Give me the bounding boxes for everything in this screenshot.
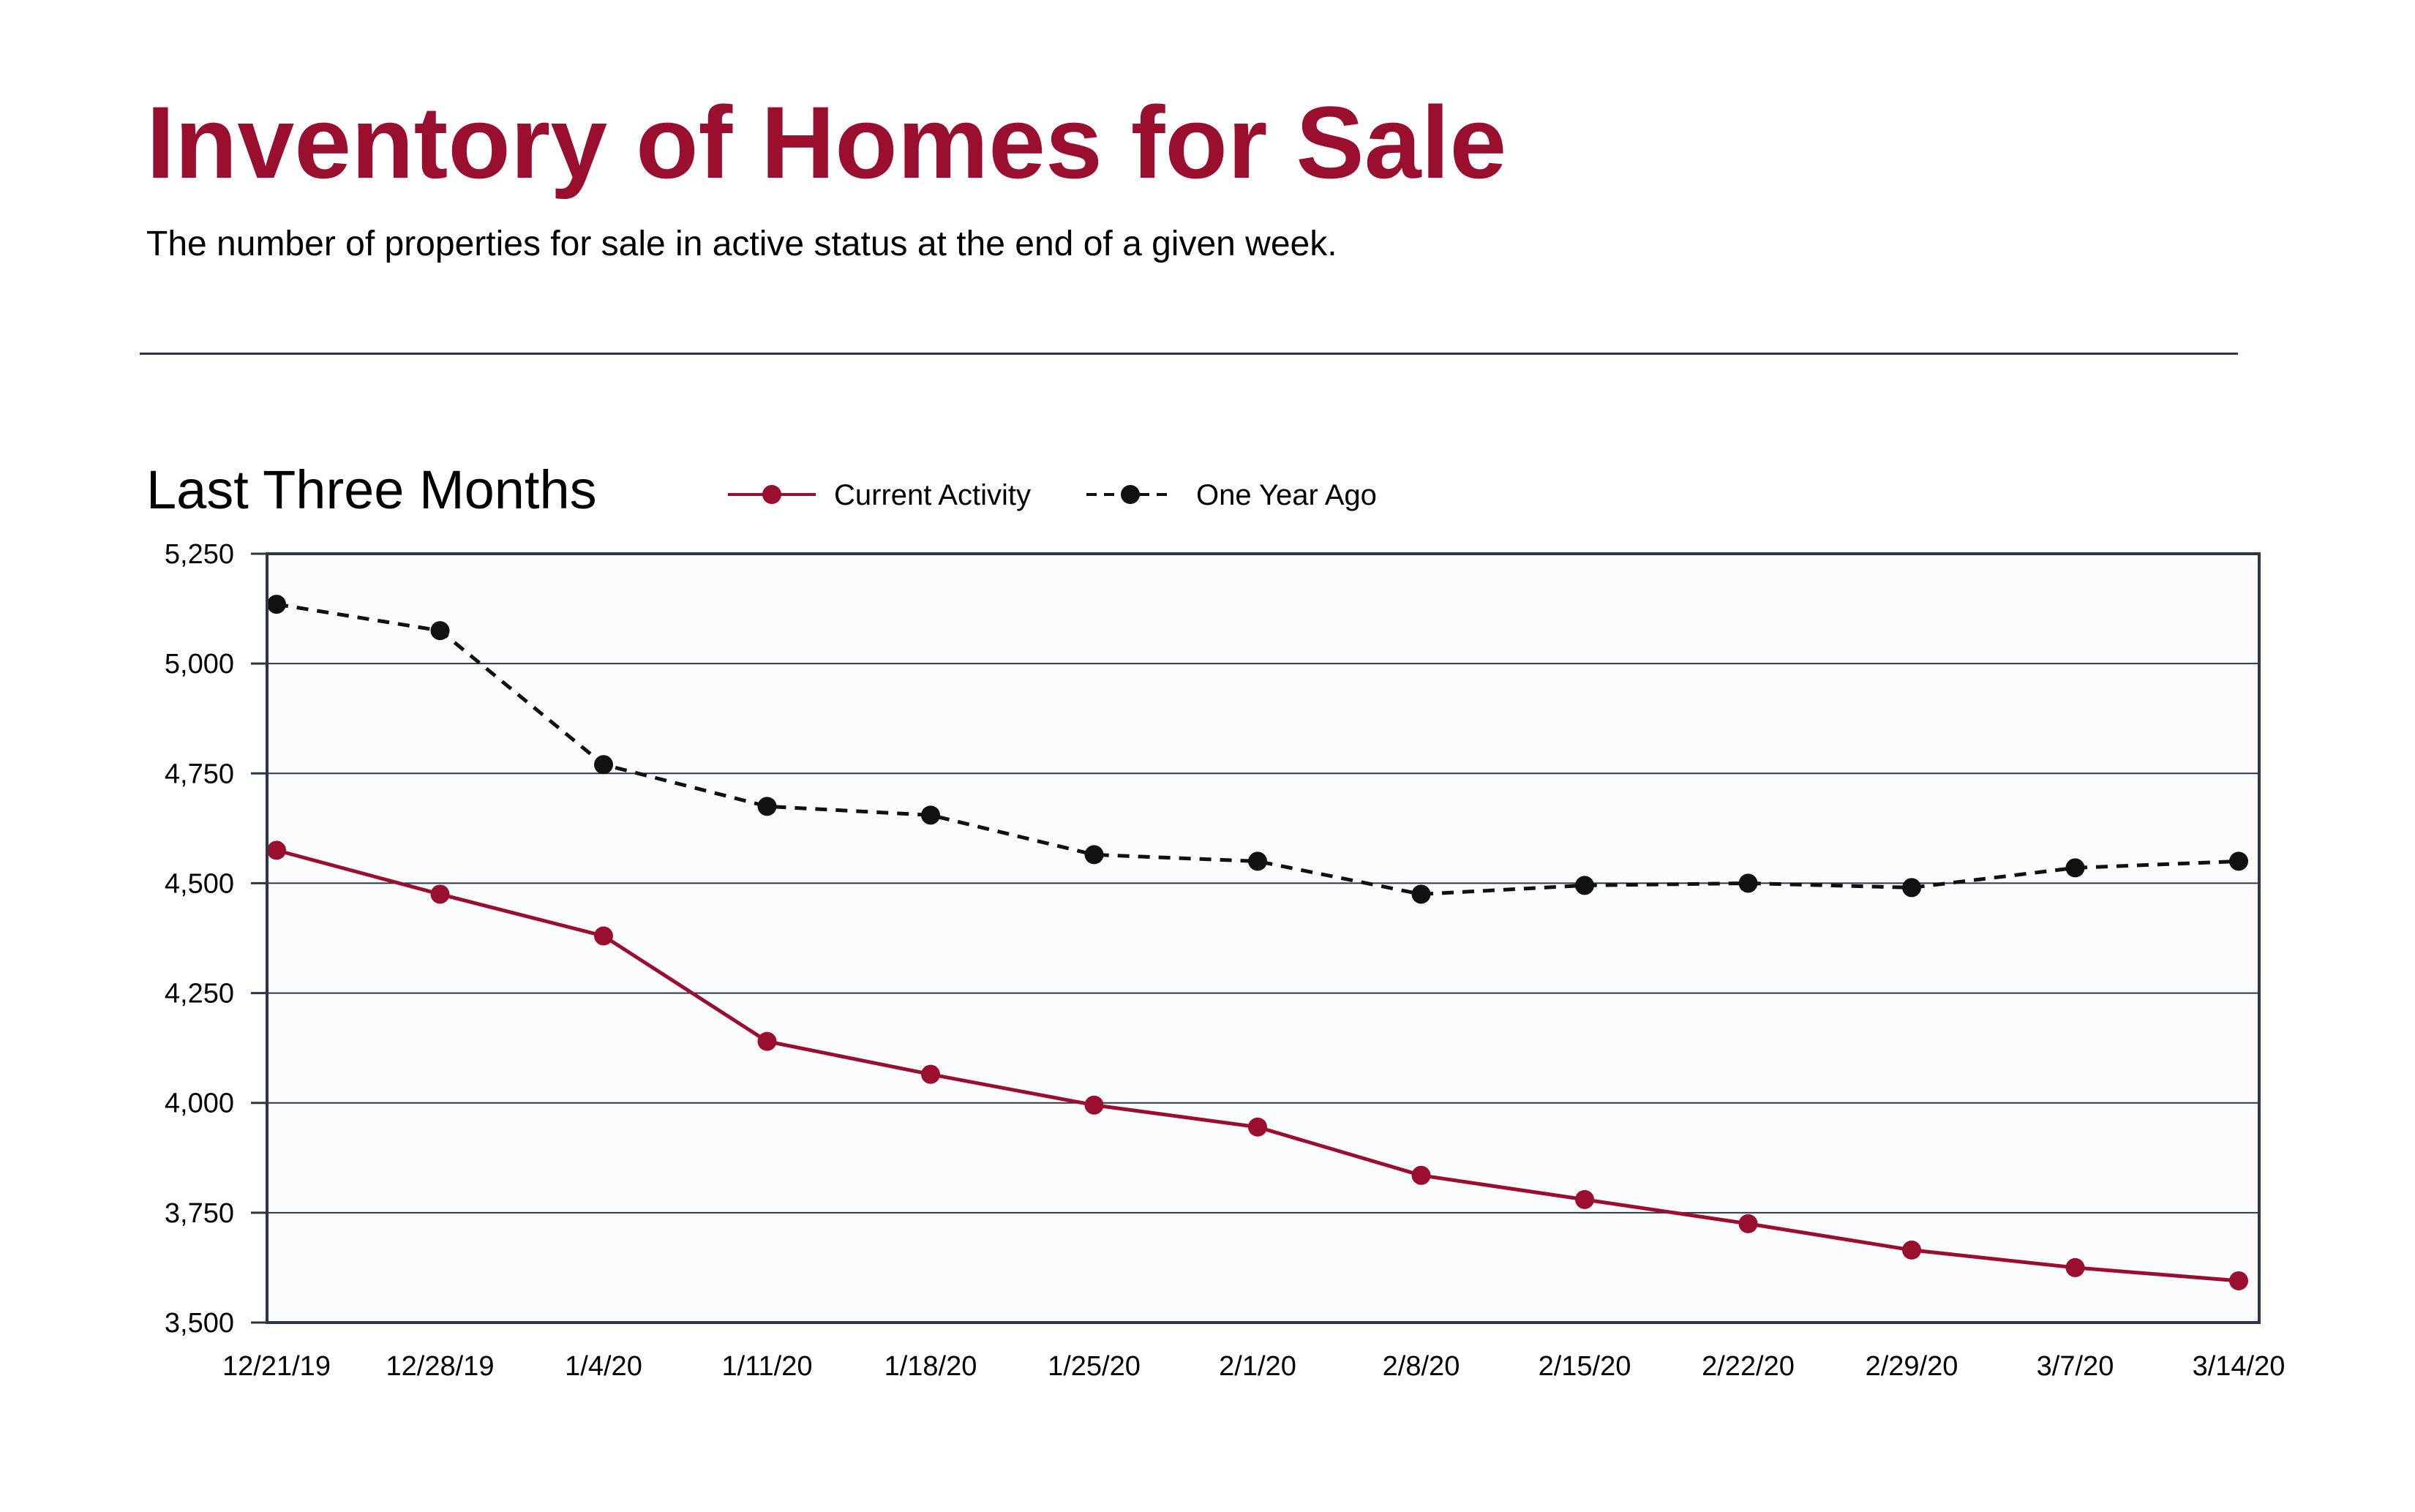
y-tick-label: 4,250 bbox=[165, 979, 234, 1009]
data-point bbox=[1248, 851, 1267, 871]
data-point bbox=[1902, 878, 1921, 898]
data-point bbox=[1411, 1165, 1431, 1185]
chart-title: Last Three Months bbox=[146, 459, 597, 520]
y-tick-label: 5,250 bbox=[165, 539, 234, 570]
x-tick-label: 12/28/19 bbox=[386, 1351, 495, 1382]
data-point bbox=[1575, 1189, 1594, 1209]
series-current-activity bbox=[267, 840, 2248, 1290]
x-tick-label: 1/11/20 bbox=[722, 1351, 813, 1382]
y-tick-label: 3,500 bbox=[165, 1308, 234, 1339]
data-point bbox=[757, 1031, 777, 1051]
x-tick-label: 1/18/20 bbox=[885, 1351, 977, 1382]
legend-item: Current Activity bbox=[728, 479, 1031, 511]
y-tick-label: 4,000 bbox=[165, 1088, 234, 1119]
legend-item: One Year Ago bbox=[1086, 479, 1377, 511]
y-tick-label: 4,500 bbox=[165, 868, 234, 899]
legend-label: Current Activity bbox=[834, 479, 1031, 511]
x-tick-label: 2/1/20 bbox=[1219, 1351, 1296, 1382]
data-point bbox=[267, 595, 286, 614]
plot-border bbox=[266, 552, 2261, 1324]
plot-area bbox=[267, 554, 2259, 1323]
data-point bbox=[2065, 1257, 2085, 1277]
x-tick-label: 2/22/20 bbox=[1702, 1351, 1795, 1382]
data-point bbox=[2229, 851, 2248, 871]
data-point bbox=[594, 926, 613, 946]
y-axis: 3,500 3,750 4,000 4,250 4,500 4,750 5,000 5,250 bbox=[165, 539, 267, 1339]
legend-swatch-marker bbox=[762, 485, 781, 504]
series-group bbox=[267, 595, 2248, 1290]
data-point bbox=[1084, 845, 1104, 865]
header-divider bbox=[140, 353, 2238, 355]
x-tick-label: 3/14/20 bbox=[2193, 1351, 2286, 1382]
data-point bbox=[921, 805, 940, 825]
x-tick-label: 1/4/20 bbox=[565, 1351, 642, 1382]
data-point bbox=[2229, 1271, 2248, 1290]
data-point bbox=[430, 884, 450, 904]
data-point bbox=[430, 621, 450, 641]
series-one-year-ago bbox=[267, 595, 2248, 904]
y-tick-label: 3,750 bbox=[165, 1198, 234, 1229]
data-point bbox=[1738, 1214, 1758, 1233]
chart-legend: Current Activity One Year Ago bbox=[728, 479, 1377, 511]
data-point bbox=[1738, 873, 1758, 893]
x-axis: 12/21/19 12/28/19 1/4/20 1/11/20 1/18/20 1/25… bbox=[222, 1351, 2285, 1382]
data-point bbox=[757, 797, 777, 816]
data-point bbox=[921, 1064, 940, 1084]
x-tick-label: 1/25/20 bbox=[1048, 1351, 1141, 1382]
data-point bbox=[1084, 1095, 1104, 1115]
legend-label: One Year Ago bbox=[1196, 479, 1377, 511]
x-tick-label: 2/29/20 bbox=[1866, 1351, 1958, 1382]
page-subtitle: The number of properties for sale in act… bbox=[146, 225, 1337, 263]
page-title: Inventory of Homes for Sale bbox=[146, 85, 1507, 200]
x-tick-label: 2/8/20 bbox=[1383, 1351, 1460, 1382]
data-point bbox=[267, 840, 286, 860]
x-tick-label: 3/7/20 bbox=[2037, 1351, 2114, 1382]
y-tick-label: 5,000 bbox=[165, 649, 234, 680]
data-point bbox=[1411, 884, 1431, 904]
data-point bbox=[1575, 876, 1594, 895]
legend-swatch-marker bbox=[1121, 485, 1140, 504]
data-point bbox=[1902, 1240, 1921, 1260]
x-tick-label: 2/15/20 bbox=[1539, 1351, 1631, 1382]
x-tick-label: 12/21/19 bbox=[222, 1351, 331, 1382]
data-point bbox=[594, 755, 613, 775]
data-point bbox=[2065, 858, 2085, 878]
y-tick-label: 4,750 bbox=[165, 759, 234, 789]
y-gridlines bbox=[267, 663, 2259, 1214]
data-point bbox=[1248, 1117, 1267, 1137]
